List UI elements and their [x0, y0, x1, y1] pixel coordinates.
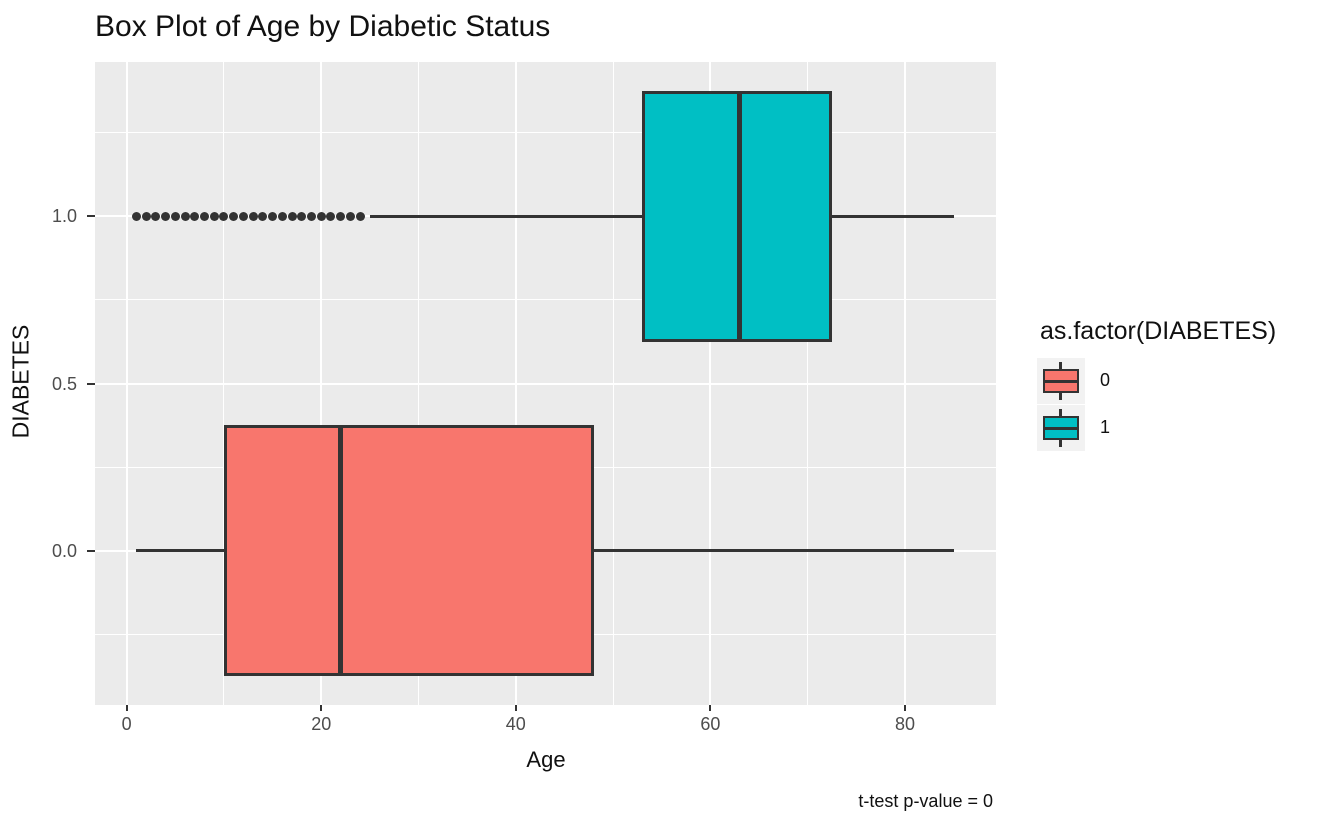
outlier-dot: [268, 211, 278, 221]
outlier-dot: [297, 211, 307, 221]
outlier-dot: [287, 211, 297, 221]
legend-key-0: [1037, 358, 1085, 404]
x-tick-label: 20: [311, 714, 332, 734]
outlier-dot: [229, 211, 239, 221]
outlier-dot: [199, 211, 209, 221]
x-tick-label: 60: [700, 714, 721, 734]
legend-key-median-line: [1043, 426, 1079, 430]
y-minor-gridline: [95, 299, 996, 301]
x-tick-label: 80: [895, 714, 916, 734]
y-minor-gridline: [95, 132, 996, 134]
whisker-upper: [593, 549, 954, 552]
legend-key-1: [1037, 405, 1085, 451]
outlier-dot: [151, 211, 161, 221]
outlier-dot: [336, 211, 346, 221]
y-tick-label: 0.0: [51, 540, 77, 561]
whisker-upper: [832, 214, 954, 218]
outlier-dot: [306, 211, 316, 221]
box-group-0: [223, 425, 594, 676]
x-tick-mark: [320, 705, 323, 711]
y-major-gridline: [95, 382, 996, 385]
x-tick-label: 40: [505, 714, 526, 734]
outlier-dot: [345, 211, 355, 221]
median-line: [338, 425, 344, 676]
x-tick-label: 0: [121, 714, 132, 734]
y-tick-mark: [87, 215, 95, 218]
outlier-dot: [258, 211, 268, 221]
outlier-dot: [238, 211, 248, 221]
outlier-dot: [316, 211, 326, 221]
outlier-dot: [248, 211, 258, 221]
plot-panel: [95, 62, 996, 705]
outlier-dot: [219, 211, 229, 221]
caption-text: t-test p-value = 0: [858, 791, 993, 811]
y-tick-mark: [87, 549, 95, 552]
outlier-dot: [355, 211, 365, 221]
y-axis-title: DIABETES: [7, 324, 34, 439]
legend-label-1: 1: [1100, 417, 1111, 437]
y-tick-label: 1.0: [51, 206, 77, 227]
median-line: [737, 91, 743, 342]
legend-label-0: 0: [1100, 370, 1111, 390]
outlier-dot: [170, 211, 180, 221]
outlier-dot: [209, 211, 219, 221]
y-tick-label: 0.5: [51, 373, 77, 394]
outlier-dot: [131, 211, 141, 221]
x-axis-title: Age: [526, 747, 566, 772]
legend-key-median-line: [1043, 379, 1079, 383]
x-tick-mark: [125, 705, 128, 711]
legend-title: as.factor(DIABETES): [1040, 317, 1277, 345]
y-tick-mark: [87, 382, 95, 385]
chart-title: Box Plot of Age by Diabetic Status: [95, 10, 551, 43]
x-tick-mark: [904, 705, 907, 711]
outlier-dot: [277, 211, 287, 221]
outlier-dot: [326, 211, 336, 221]
x-tick-mark: [514, 705, 517, 711]
outlier-dot: [190, 211, 200, 221]
outlier-dot: [180, 211, 190, 221]
outlier-dot: [161, 211, 171, 221]
whisker-lower: [136, 549, 224, 552]
whisker-lower: [369, 214, 643, 218]
x-tick-mark: [709, 705, 712, 711]
outlier-dot: [141, 211, 151, 221]
